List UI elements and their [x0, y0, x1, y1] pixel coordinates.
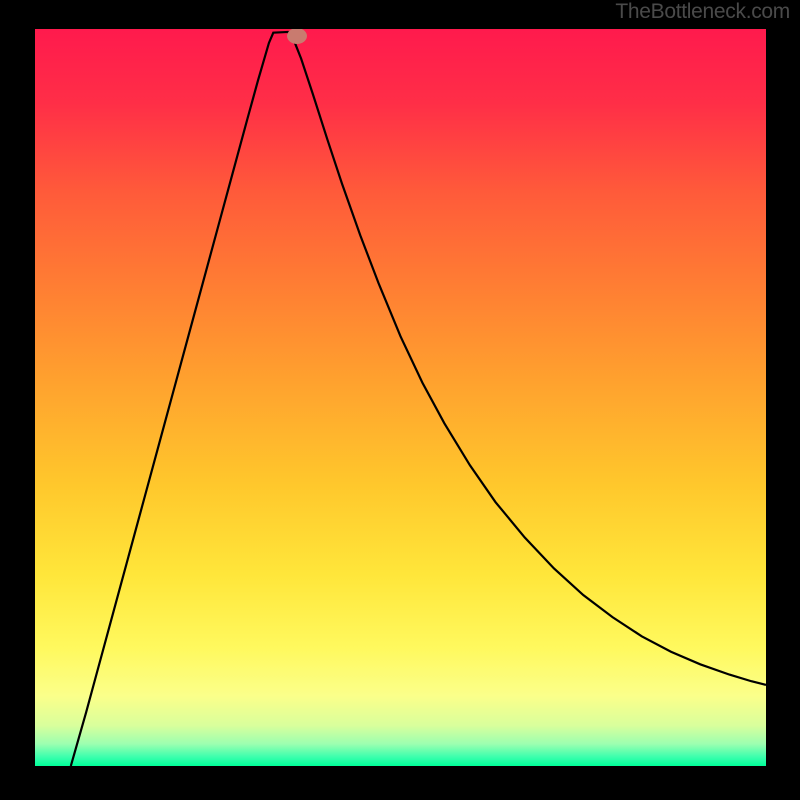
bottleneck-curve [71, 32, 766, 766]
minimum-marker [287, 29, 307, 44]
plot-area [35, 29, 766, 766]
curve-svg [35, 29, 766, 766]
attribution-text: TheBottleneck.com [615, 0, 790, 24]
